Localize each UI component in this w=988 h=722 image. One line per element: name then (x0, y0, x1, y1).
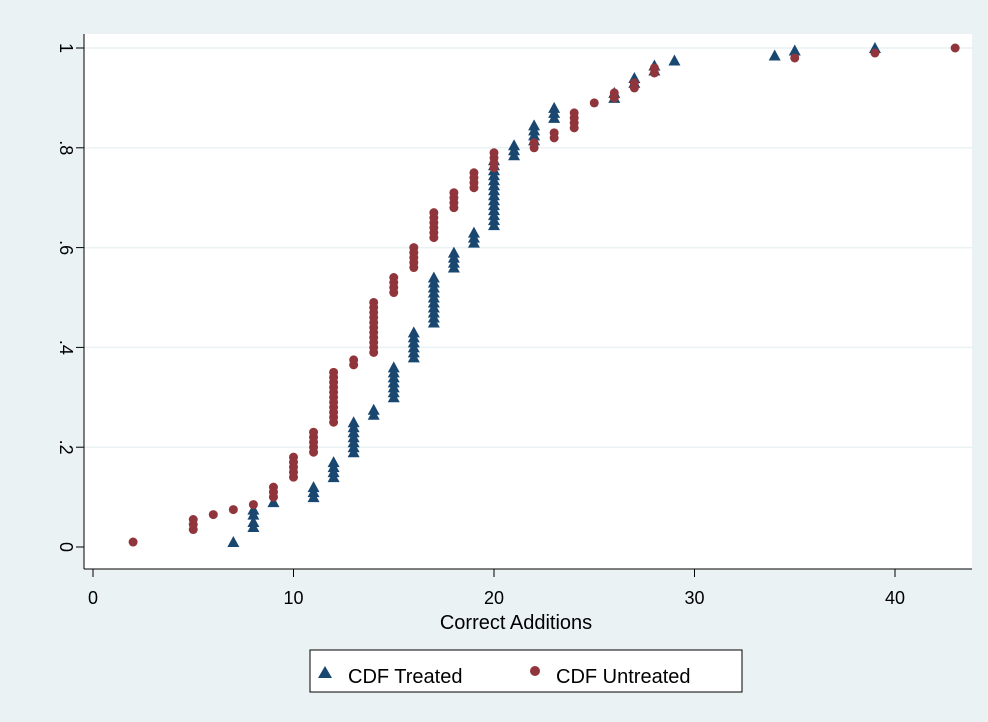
y-tick-label-1: .2 (56, 440, 76, 455)
untreated-point-6 (248, 500, 258, 510)
treated-point-21 (367, 403, 380, 415)
y-tick-label-3: .6 (56, 240, 76, 255)
x-tick-label-4: 40 (885, 588, 905, 608)
untreated-point-86 (790, 53, 800, 63)
untreated-point-19 (309, 427, 319, 437)
plot-region (84, 34, 972, 569)
untreated-point-52 (409, 243, 419, 253)
untreated-point-4 (208, 510, 218, 520)
untreated-point-87 (870, 48, 880, 58)
treated-point-75 (548, 101, 561, 113)
untreated-point-83 (629, 78, 639, 88)
untreated-point-47 (389, 273, 399, 283)
untreated-point-66 (469, 168, 479, 178)
untreated-point-3 (188, 515, 198, 525)
treated-point-83 (768, 49, 781, 61)
grid-lines (84, 47, 972, 448)
untreated-point-9 (268, 482, 278, 492)
untreated-point-79 (589, 98, 599, 108)
x-tick-label-3: 30 (684, 588, 704, 608)
untreated-point-72 (529, 138, 539, 148)
treated-point-44 (427, 271, 440, 283)
untreated-point-81 (609, 88, 619, 98)
untreated-point-85 (649, 63, 659, 73)
untreated-point-14 (289, 452, 298, 462)
x-tick-label-1: 10 (283, 588, 303, 608)
x-tick-label-2: 20 (484, 588, 504, 608)
treated-point-19 (347, 416, 360, 428)
treated-point-82 (668, 54, 681, 66)
legend-label-untreated: CDF Untreated (556, 666, 691, 688)
treated-point-51 (467, 226, 480, 238)
legend-circle-icon (530, 666, 540, 676)
treated-point-34 (407, 326, 420, 338)
y-tick-label-0: 0 (56, 542, 76, 552)
treated-point-84 (788, 44, 801, 56)
treated-point-28 (387, 361, 400, 373)
untreated-point-0 (128, 537, 138, 547)
untreated-point-30 (329, 367, 339, 377)
x-tick-label-0: 0 (88, 588, 98, 608)
axes: 0.2.4.6.810 10 20 30 40 (56, 34, 972, 608)
legend-box (309, 649, 743, 693)
untreated-point-70 (489, 148, 499, 158)
legend: CDF Treated CDF Untreated (309, 649, 743, 693)
untreated-point-62 (449, 188, 459, 198)
data-points (128, 42, 960, 548)
legend-triangle-icon (318, 666, 332, 678)
treated-point-12 (327, 456, 340, 468)
treated-point-8 (307, 481, 320, 493)
untreated-point-58 (429, 208, 439, 218)
legend-label-treated: CDF Treated (348, 666, 462, 688)
untreated-point-32 (349, 355, 359, 365)
untreated-point-78 (569, 108, 579, 118)
y-tick-label-5: 1 (56, 43, 76, 53)
untreated-point-88 (950, 43, 960, 53)
y-tick-label-2: .4 (56, 340, 76, 355)
treated-point-72 (528, 119, 541, 131)
treated-point-48 (447, 246, 460, 258)
untreated-point-5 (228, 505, 238, 515)
treated-point-2 (247, 516, 260, 528)
x-axis-title: Correct Additions (440, 612, 592, 634)
treated-point-68 (508, 139, 521, 151)
untreated-point-74 (549, 128, 559, 138)
y-tick-label-4: .8 (56, 140, 76, 155)
treated-point-0 (227, 536, 240, 548)
untreated-point-43 (369, 297, 379, 307)
